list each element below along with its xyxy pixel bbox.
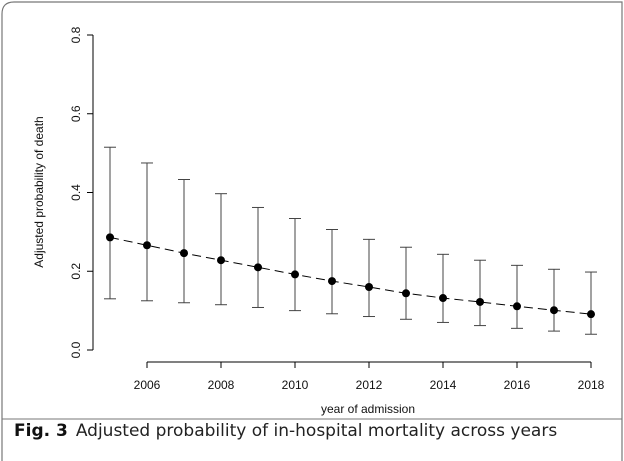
point xyxy=(291,270,299,279)
point xyxy=(254,263,262,272)
x-tick-label: 2006 xyxy=(134,378,161,392)
point xyxy=(143,241,151,250)
y-axis-title: Adjusted probability of death xyxy=(32,116,46,267)
x-axis-title: year of admission xyxy=(321,402,415,416)
point xyxy=(439,294,447,303)
caption-label: Fig. 3 xyxy=(14,421,68,441)
caption: Fig. 3 Adjusted probability of in-hospita… xyxy=(14,421,557,441)
point xyxy=(106,233,114,242)
point xyxy=(587,310,595,319)
trend-line xyxy=(109,236,592,315)
point xyxy=(365,283,373,291)
y-tick-label: 0.6 xyxy=(69,105,83,122)
y-tick-label: 0.4 xyxy=(69,184,83,201)
point xyxy=(217,256,225,265)
x-tick-label: 2016 xyxy=(504,378,531,392)
point xyxy=(550,306,558,315)
caption-text: Adjusted probability of in-hospital mort… xyxy=(75,421,558,441)
y-tick-label: 0.0 xyxy=(69,341,83,358)
x-tick-label: 2010 xyxy=(282,378,309,392)
point xyxy=(513,302,521,311)
x-tick-label: 2008 xyxy=(208,378,235,392)
point xyxy=(328,277,336,286)
point xyxy=(180,249,188,258)
x-tick-label: 2018 xyxy=(578,378,605,392)
point xyxy=(402,289,410,298)
point xyxy=(476,297,484,306)
x-tick-label: 2014 xyxy=(430,378,457,392)
y-tick-label: 0.2 xyxy=(69,263,83,280)
y-tick-label: 0.8 xyxy=(69,26,83,43)
x-tick-label: 2012 xyxy=(356,378,383,392)
